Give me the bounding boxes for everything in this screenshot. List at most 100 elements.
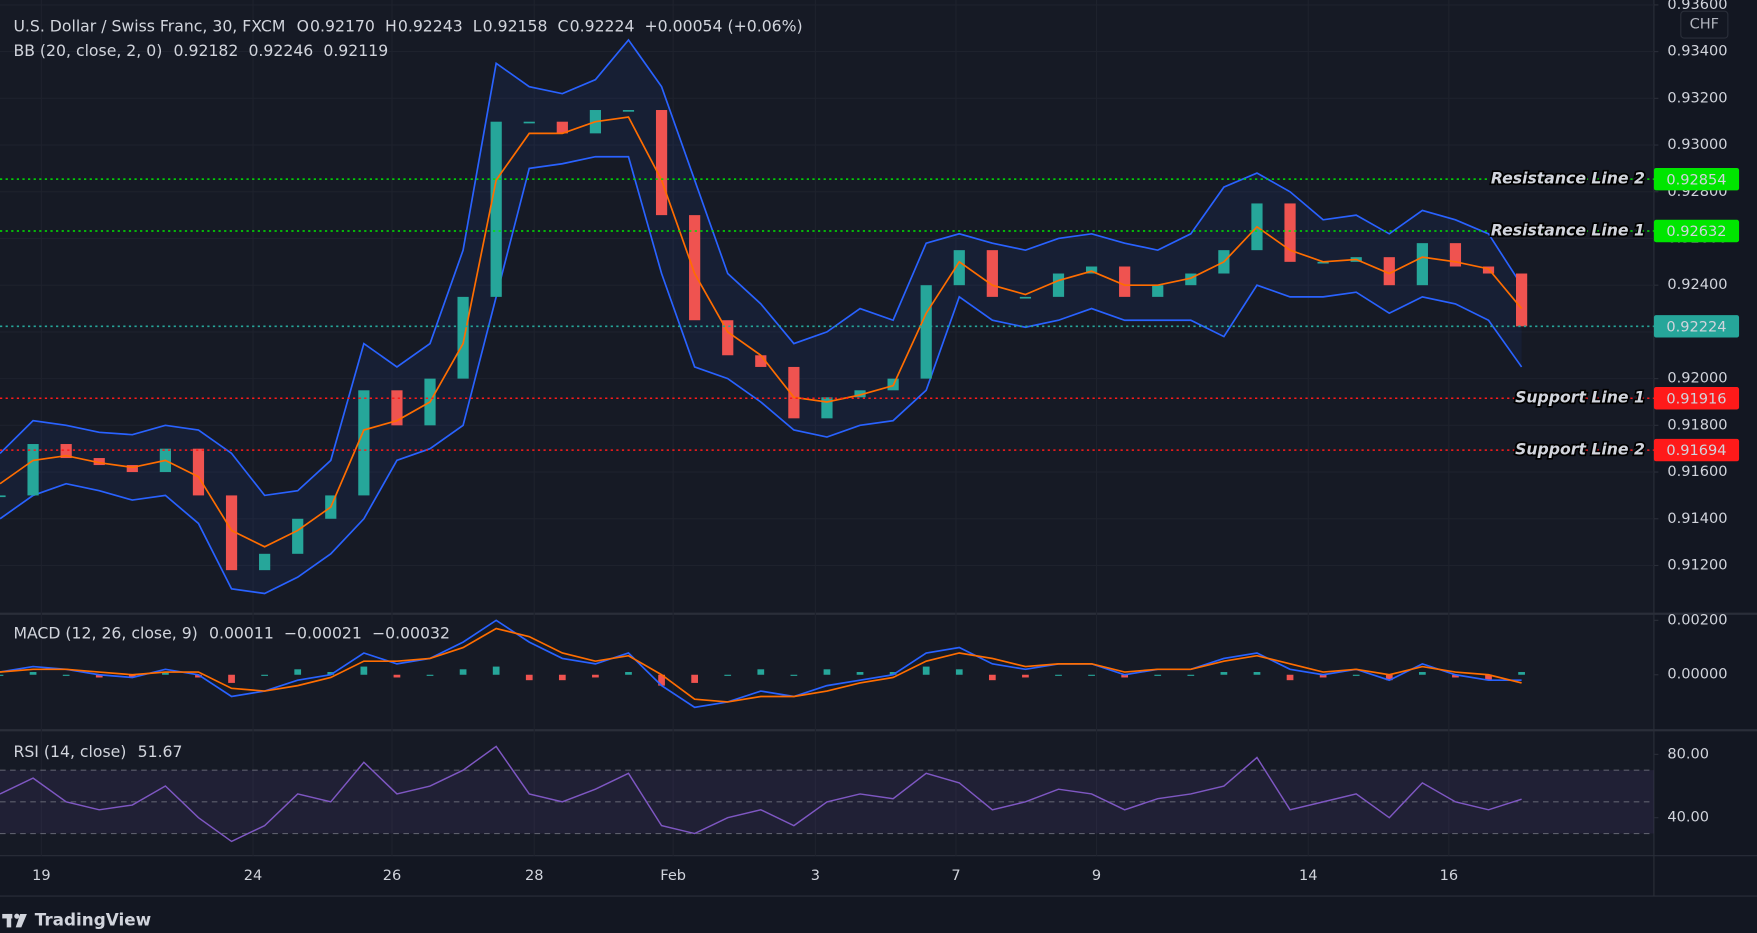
candle — [920, 285, 932, 379]
candle — [358, 390, 370, 496]
histogram-bar — [856, 672, 864, 675]
legend-value: 0.92224 — [570, 16, 635, 35]
legend-title: BB (20, close, 2, 0) — [13, 41, 162, 60]
price-tag — [1653, 219, 1740, 243]
histogram-bar — [658, 674, 665, 686]
y-tick-label: 0.92400 — [1667, 276, 1727, 293]
legend-value: −0.00021 — [284, 623, 362, 642]
candle — [821, 397, 833, 419]
layers: 19 24 26 28 Feb 3 7 9 14 16 0.91200 0.91400 0.91600 0… — [0, 0, 1740, 884]
y-tick-label: 0.91600 — [1667, 463, 1727, 480]
legend-key: L — [473, 16, 482, 35]
histogram-bar — [128, 674, 136, 678]
histogram-bar — [1055, 674, 1062, 676]
histogram-bar — [459, 669, 467, 675]
candle — [1019, 296, 1032, 299]
histogram-bar — [492, 666, 500, 675]
legend-value: 0.92158 — [483, 16, 548, 35]
candle — [1416, 243, 1428, 286]
x-tick-label: 26 — [383, 867, 402, 884]
histogram-bar — [1253, 672, 1261, 675]
histogram-bar — [625, 672, 632, 675]
price-tag-label: 0.91916 — [1666, 390, 1726, 407]
x-tick-label: 7 — [951, 867, 960, 884]
level-label: Resistance Line 1 — [1491, 221, 1645, 240]
histogram-bar — [426, 674, 434, 676]
y-tick-label: 0.91400 — [1667, 510, 1727, 527]
x-tick-label: 14 — [1299, 867, 1318, 884]
legend-value: 0.92246 — [248, 41, 313, 60]
histogram-bar — [1022, 674, 1029, 678]
legend-title: MACD (12, 26, close, 9) — [13, 623, 197, 642]
histogram-bar — [1220, 672, 1228, 675]
candle — [755, 355, 767, 367]
histogram-bar — [1452, 674, 1459, 678]
candle — [1152, 285, 1164, 297]
legend-value: 0.92243 — [398, 16, 463, 35]
price-tag-label: 0.91694 — [1666, 442, 1726, 459]
histogram-bar — [988, 674, 996, 681]
legend-value: 0.92170 — [310, 16, 375, 35]
histogram-bar — [294, 669, 302, 675]
candle — [1383, 257, 1395, 286]
y-tick-label: 40.00 — [1667, 809, 1709, 826]
candle — [655, 110, 668, 216]
y-tick-label: 0.93000 — [1667, 136, 1727, 153]
y-tick-label: 0.91200 — [1667, 556, 1727, 573]
candle — [27, 444, 39, 496]
y-tick-label: 0.93400 — [1667, 43, 1727, 60]
histogram-bar — [29, 672, 37, 675]
legend-value: 51.67 — [138, 742, 183, 761]
logo-part — [6, 913, 12, 928]
legend-title: RSI (14, close) — [13, 742, 126, 761]
candle — [259, 553, 271, 571]
candle — [556, 121, 568, 134]
level-label: Resistance Line 2 — [1491, 169, 1645, 188]
histogram-bar — [1286, 674, 1294, 681]
candle — [192, 448, 205, 496]
x-tick-label: 24 — [244, 867, 263, 884]
candle — [689, 215, 701, 321]
price-tag-label: 0.92632 — [1666, 223, 1726, 240]
histogram-bar — [62, 674, 70, 676]
histogram-bar — [790, 674, 798, 676]
candle — [788, 366, 800, 419]
price-tag-label: 0.92854 — [1666, 171, 1726, 188]
y-tick-label: 0.92000 — [1667, 370, 1727, 387]
bb-basis — [0, 116, 1523, 548]
x-tick-label: Feb — [660, 867, 686, 884]
legend-value: 0.92119 — [323, 41, 388, 60]
candle — [457, 296, 469, 379]
histogram-bar — [757, 669, 765, 675]
histogram-bar — [261, 674, 268, 676]
band-fill — [0, 39, 1522, 594]
histogram-bar — [1154, 674, 1162, 676]
x-tick-label: 9 — [1092, 867, 1101, 884]
histogram-bar — [691, 674, 699, 683]
price-tag — [1653, 167, 1740, 191]
currency-box — [1680, 10, 1729, 39]
histogram-bar — [823, 669, 831, 675]
candle — [391, 390, 403, 426]
candle — [722, 320, 734, 356]
histogram-bar — [724, 674, 732, 676]
legend-key: O — [297, 16, 309, 35]
legend-value: −0.00032 — [372, 623, 450, 642]
logo-part — [14, 913, 20, 919]
candle — [225, 495, 238, 571]
histogram-bar — [955, 669, 963, 675]
candle — [622, 110, 635, 112]
rsi-line — [0, 745, 1522, 843]
legend-key: H — [385, 16, 397, 35]
x-tick-label: 28 — [525, 867, 544, 884]
legend-title: U.S. Dollar / Swiss Franc, 30, FXCM — [13, 16, 285, 35]
candle — [1185, 273, 1197, 286]
y-tick-label: 0.00000 — [1667, 666, 1727, 683]
currency-label: CHF — [1690, 16, 1719, 33]
candle — [1449, 243, 1462, 267]
histogram-bar — [525, 674, 533, 681]
candle — [1284, 203, 1296, 262]
x-tick-label: 3 — [811, 867, 820, 884]
histogram-bar — [162, 672, 169, 675]
